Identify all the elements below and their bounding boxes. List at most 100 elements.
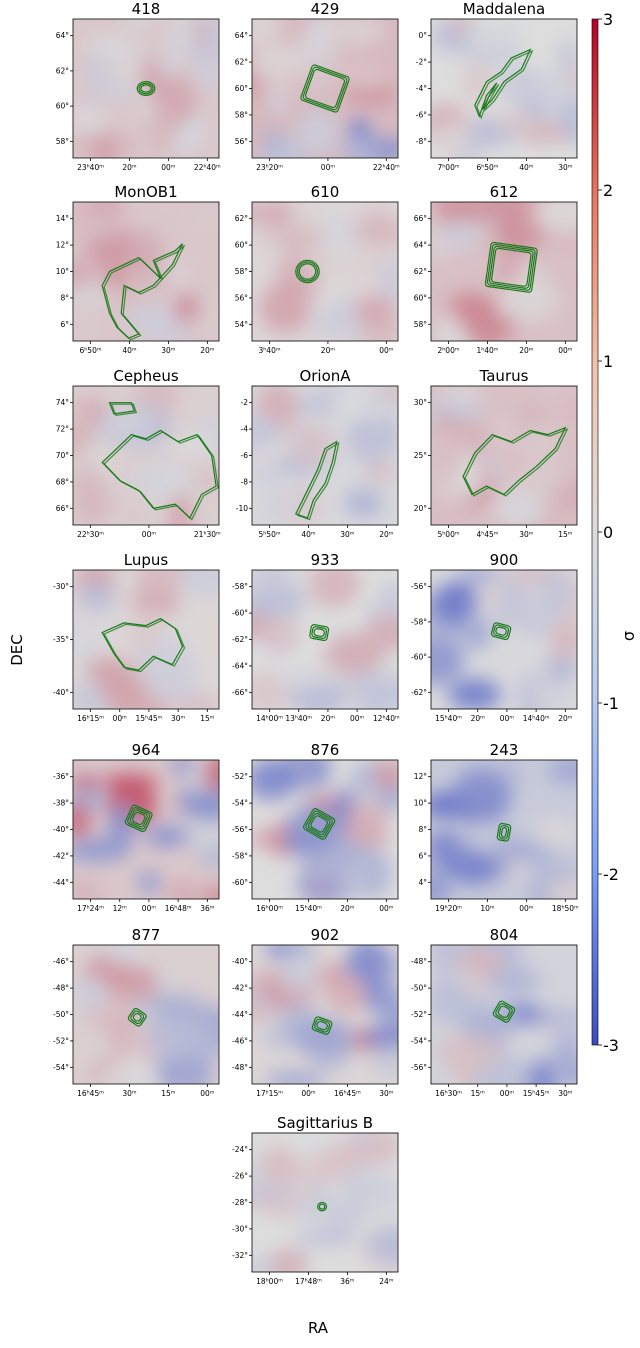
sigma-map (252, 19, 398, 158)
x-tick-label: 15ᵐ (471, 1089, 486, 1098)
sigma-map (252, 202, 398, 341)
x-tick-label: 5ʰ50ᵐ (259, 530, 281, 539)
x-tick-label: 15ʰ45ᵐ (523, 1089, 550, 1098)
y-tick-label: -56° (232, 825, 248, 834)
sigma-map (73, 386, 219, 525)
y-tick-label: 60° (414, 293, 428, 302)
y-tick-label: 60° (235, 241, 249, 250)
sigma-map (73, 202, 219, 341)
panel-title: 900 (490, 551, 519, 569)
y-tick-label: -44° (232, 1010, 248, 1019)
y-tick-label: 70° (56, 451, 70, 460)
x-tick-label: 16ʰ30ᵐ (435, 1089, 462, 1098)
y-tick-label: -60° (411, 653, 427, 662)
y-tick-label: 58° (235, 110, 249, 119)
y-tick-label: 6° (60, 320, 69, 329)
x-tick-label: 00ᵐ (200, 1089, 215, 1098)
x-tick-label: 15ᵐ (200, 714, 215, 723)
sigma-map (73, 945, 219, 1084)
x-tick-label: 30ᵐ (171, 714, 186, 723)
x-tick-label: 00ᵐ (500, 1089, 515, 1098)
cloud-contours (317, 1201, 328, 1212)
x-tick-label: 7ʰ00ᵐ (438, 163, 460, 172)
y-tick-label: -54° (232, 799, 248, 808)
sigma-map (73, 570, 219, 709)
cloud-contours (101, 617, 186, 673)
x-axis-label: RA (308, 1319, 329, 1337)
y-tick-label: -4° (416, 84, 427, 93)
y-tick-label: 8° (418, 825, 427, 834)
x-tick-label: 15ʰ40ᵐ (295, 904, 322, 913)
y-tick-label: -54° (411, 1036, 427, 1045)
x-tick-label: 22ʰ40ᵐ (373, 163, 400, 172)
panel-title: 902 (311, 926, 340, 944)
y-tick-label: 66° (56, 504, 70, 513)
x-tick-label: 20ᵐ (379, 530, 394, 539)
y-tick-label: 6° (418, 851, 427, 860)
y-tick-label: -40° (53, 688, 69, 697)
y-tick-label: 10° (56, 267, 70, 276)
sigma-map (431, 760, 577, 899)
y-tick-label: -54° (53, 1063, 69, 1072)
y-tick-label: -35° (53, 635, 69, 644)
colorbar: 3 2 1 0 -1 -2 -3 σ (591, 10, 638, 1055)
panel-902: 902 -40° -42° -44° -46° -48° 17ʰ15ᵐ 00ᵐ 16ʰ45ᵐ 30… (232, 926, 399, 1098)
x-tick-label: 17ʰ15ᵐ (256, 1089, 283, 1098)
y-tick-label: -44° (53, 878, 69, 887)
x-tick-label: 6ʰ50ᵐ (476, 163, 498, 172)
x-tick-label: 18ʰ50ᵐ (552, 904, 579, 913)
x-tick-label: 15ᵐ (161, 1089, 176, 1098)
y-tick-label: 58° (56, 137, 70, 146)
x-tick-label: 14ʰ40ᵐ (523, 714, 550, 723)
x-tick-label: 6ʰ50ᵐ (80, 346, 102, 355)
y-tick-label: -40° (232, 957, 248, 966)
x-tick-label: 4ʰ45ᵐ (476, 530, 498, 539)
y-tick-label: 62° (56, 66, 70, 75)
y-tick-label: -42° (232, 984, 248, 993)
x-tick-label: 20ᵐ (471, 714, 486, 723)
y-tick-label: 62° (235, 58, 249, 67)
x-tick-label: 20ᵐ (200, 346, 215, 355)
x-tick-label: 22ʰ40ᵐ (194, 163, 221, 172)
y-tick-label: -62° (411, 688, 427, 697)
y-tick-label: 14° (56, 214, 70, 223)
panel-frame (430, 569, 578, 710)
colorbar-label: σ (619, 631, 638, 641)
y-tick-label: 30° (414, 398, 428, 407)
y-tick-label: 74° (56, 398, 70, 407)
cloud-contours (300, 64, 350, 113)
y-tick-label: -24° (232, 1145, 248, 1154)
y-tick-label: 58° (235, 267, 249, 276)
y-tick-label: 0° (418, 31, 427, 40)
x-tick-label: 12ʰ40ᵐ (373, 714, 400, 723)
x-tick-label: 00ᵐ (500, 714, 515, 723)
x-tick-label: 00ᵐ (142, 530, 157, 539)
y-tick-label: 64° (56, 31, 70, 40)
panel-title: 964 (132, 741, 161, 759)
y-tick-label: -40° (53, 825, 69, 834)
y-tick-label: -58° (411, 617, 427, 626)
sigma-map (431, 386, 577, 525)
sigma-map (252, 570, 398, 709)
panel-title: 429 (311, 0, 340, 18)
cloud-contours (492, 1000, 516, 1023)
y-tick-label: 56° (235, 293, 249, 302)
y-tick-label: 72° (56, 425, 70, 434)
panel-title: 418 (132, 0, 161, 18)
y-tick-label: -2 (241, 398, 249, 407)
panel-title: MonOB1 (114, 183, 177, 201)
x-tick-label: 20ᵐ (122, 163, 137, 172)
x-tick-label: 00ᵐ (113, 714, 128, 723)
y-tick-label: -38° (53, 799, 69, 808)
cloud-contours (101, 243, 186, 341)
y-tick-label: -56° (411, 582, 427, 591)
x-tick-label: 14ʰ00ᵐ (256, 714, 283, 723)
x-tick-label: 30ᵐ (379, 1089, 394, 1098)
y-tick-label: 56° (235, 137, 249, 146)
y-tick-label: -50° (53, 1010, 69, 1019)
x-tick-label: 00ᵐ (379, 346, 394, 355)
panel-sagittarius-b: Sagittarius B -24° -26° -28° -30° -32° 18ʰ00ᵐ 1… (232, 1114, 399, 1286)
colorbar-tick-label: 3 (603, 10, 613, 29)
colorbar-tick-label: 0 (603, 523, 613, 542)
